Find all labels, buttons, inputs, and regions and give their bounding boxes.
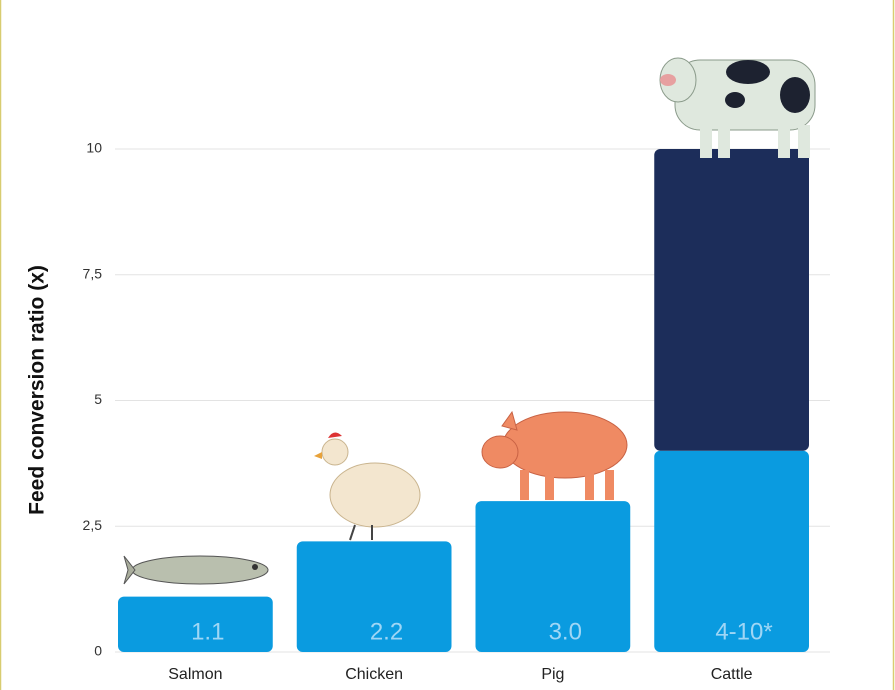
y-axis-label: Feed conversion ratio (x) (26, 265, 49, 515)
x-tick-label: Salmon (168, 666, 222, 683)
x-tick-label: Pig (541, 666, 564, 683)
data-label: 2.2 (370, 618, 403, 645)
bar (654, 450, 809, 652)
y-tick-label: 5 (94, 391, 102, 407)
data-label: 3.0 (549, 618, 582, 645)
bar (296, 541, 452, 652)
illustrations (123, 57, 816, 585)
chicken-icon (314, 432, 421, 541)
cow-icon (659, 57, 816, 158)
y-tick-label: 10 (86, 140, 102, 156)
bar (118, 596, 273, 652)
fish-icon (123, 555, 269, 585)
data-label: 4-10* (715, 618, 772, 645)
y-tick-label: 7,5 (83, 265, 103, 281)
plot-area: 0 2,5 5 7,5 10 1.1 2.2 3.0 4-10* Salmon Chicken Pig… (83, 140, 830, 683)
bar (475, 501, 631, 652)
pig-icon (481, 410, 628, 500)
data-label: 1.1 (191, 618, 224, 645)
bar (654, 149, 809, 451)
x-tick-label: Chicken (345, 666, 403, 683)
y-tick-label: 2,5 (83, 517, 103, 533)
y-tick-label: 0 (94, 643, 102, 659)
x-tick-label: Cattle (711, 666, 753, 683)
